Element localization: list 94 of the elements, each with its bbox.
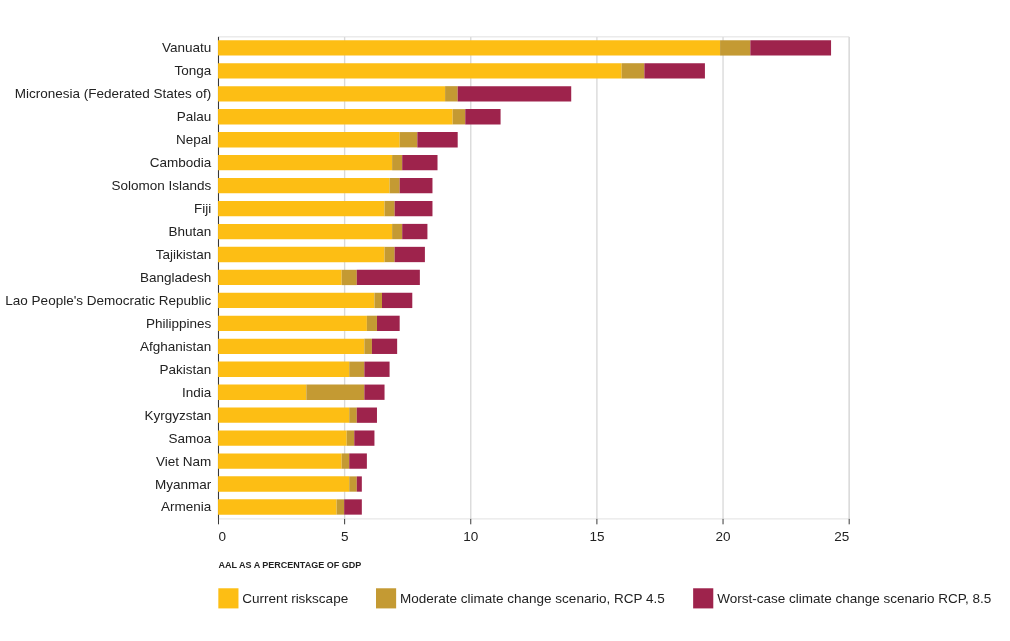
y-tick-label: Pakistan <box>159 361 212 377</box>
bar <box>218 86 446 102</box>
bar <box>384 200 395 217</box>
x-axis-title: AAL AS A PERCENTAGE OF GDP <box>218 560 362 571</box>
bar <box>218 430 347 446</box>
bar <box>218 246 385 263</box>
bar <box>218 499 337 515</box>
y-tick-label: Bangladesh <box>139 269 212 285</box>
y-tick-label: Cambodia <box>149 155 212 171</box>
x-tick-label: 15 <box>589 528 605 544</box>
y-tick-label: Bhutan <box>168 224 212 240</box>
y-tick-label: Armenia <box>161 499 212 515</box>
bar <box>621 63 645 79</box>
bar <box>392 223 403 240</box>
bar <box>218 200 385 217</box>
x-tick-label: 10 <box>463 528 479 544</box>
y-tick-label: Nepal <box>176 132 212 148</box>
bar <box>218 223 393 240</box>
bar <box>376 315 400 332</box>
bar <box>218 476 350 492</box>
bar <box>218 269 342 286</box>
bar <box>356 269 420 286</box>
bar <box>349 361 365 377</box>
y-tick-label: Vanuatu <box>161 40 212 56</box>
y-tick-label: Myanmar <box>155 476 212 492</box>
y-tick-label: India <box>182 384 212 400</box>
bar <box>218 315 367 332</box>
bar <box>344 499 362 515</box>
x-tick-label: 25 <box>834 528 850 544</box>
bar <box>364 338 372 354</box>
y-tick-label: Tonga <box>174 63 212 79</box>
bar <box>346 430 355 446</box>
bar <box>218 155 393 171</box>
bar <box>336 499 345 515</box>
bar <box>457 86 572 102</box>
legend-label: Worst-case climate change scenario RCP, 8.5 <box>717 590 992 606</box>
bar <box>465 109 501 125</box>
bar <box>306 384 365 400</box>
bar <box>218 109 453 125</box>
bar <box>417 132 458 148</box>
bar <box>720 40 751 56</box>
bar <box>374 292 383 309</box>
bar <box>218 40 721 56</box>
bar <box>399 132 418 148</box>
bar <box>218 338 365 354</box>
bar <box>349 407 357 423</box>
bar <box>366 315 377 332</box>
bar <box>382 292 413 309</box>
y-tick-label: Afghanistan <box>139 338 212 354</box>
bar <box>389 177 400 194</box>
y-tick-label: Samoa <box>168 430 212 446</box>
bar <box>750 40 832 56</box>
bar <box>218 63 622 79</box>
bar <box>218 407 350 423</box>
bar <box>349 476 357 492</box>
bar <box>356 476 362 492</box>
bar <box>354 430 375 446</box>
bar <box>452 109 466 125</box>
y-tick-label: Fiji <box>194 201 212 217</box>
bar <box>341 453 350 469</box>
bar <box>218 132 400 148</box>
bar <box>218 177 390 194</box>
bar <box>392 155 403 171</box>
y-tick-label: Viet Nam <box>156 453 212 469</box>
y-tick-label: Solomon Islands <box>111 178 212 194</box>
y-tick-label: Kyrgyzstan <box>144 407 212 423</box>
y-tick-label: Micronesia (Federated States of) <box>14 86 212 102</box>
y-tick-label: Lao People's Democratic Republic <box>5 292 212 308</box>
bar <box>371 338 398 354</box>
bar <box>644 63 705 79</box>
bar <box>399 177 433 194</box>
y-tick-label: Palau <box>176 109 212 125</box>
bar <box>394 200 433 217</box>
x-tick-label: 5 <box>340 528 349 544</box>
y-tick-label: Tajikistan <box>155 247 212 262</box>
bar <box>402 155 438 171</box>
bar <box>218 361 350 377</box>
bar <box>364 361 390 377</box>
bar <box>349 453 367 469</box>
bar <box>394 246 425 263</box>
bar <box>356 407 377 423</box>
bar <box>384 246 395 263</box>
bar <box>218 292 375 309</box>
x-tick-label: 0 <box>218 528 226 544</box>
bar <box>218 453 342 469</box>
bar <box>218 384 307 400</box>
legend-label: Current riskscape <box>242 590 349 606</box>
bar <box>364 384 385 400</box>
bar <box>445 86 458 102</box>
legend-label: Moderate climate change scenario, RCP 4.5 <box>400 590 665 606</box>
bar <box>402 223 428 240</box>
x-tick-label: 20 <box>715 528 731 544</box>
y-tick-label: Philippines <box>145 315 212 331</box>
bar <box>341 269 357 286</box>
